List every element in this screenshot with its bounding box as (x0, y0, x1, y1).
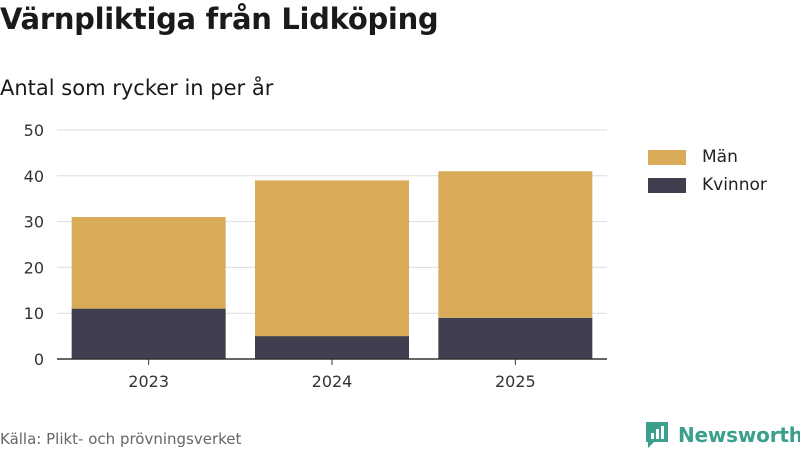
x-axis-ticks: 2023 2024 2025 (57, 358, 607, 391)
legend-swatch-kvinnor (648, 177, 686, 193)
legend-item-kvinnor: Kvinnor (648, 174, 767, 196)
legend: Män Kvinnor (648, 146, 767, 202)
chart-subtitle: Antal som rycker in per år (0, 76, 274, 100)
legend-swatch-man (648, 149, 686, 165)
bar-män-2025 (438, 171, 593, 318)
bar-män-2023 (71, 217, 226, 309)
y-tick-label-50: 50 (24, 121, 44, 140)
brand-logo[interactable]: Newsworthy (644, 420, 800, 450)
y-tick-label-20: 20 (24, 258, 44, 277)
bar-män-2024 (255, 180, 409, 337)
x-tick-label-2024: 2024 (312, 372, 353, 391)
y-tick-label-30: 30 (24, 213, 44, 232)
legend-item-man: Män (648, 146, 767, 168)
legend-label-man: Män (702, 147, 738, 167)
bar-kvinnor-2024 (255, 336, 409, 359)
y-tick-label-10: 10 (24, 304, 44, 323)
x-tick-label-2025: 2025 (495, 372, 536, 391)
y-axis-ticks: 0 10 20 30 40 50 (24, 121, 44, 369)
brand-name: Newsworthy (678, 423, 800, 447)
newsworthy-icon (646, 422, 668, 448)
bar-kvinnor-2023 (71, 308, 226, 359)
legend-label-kvinnor: Kvinnor (702, 175, 767, 195)
source-note: Källa: Plikt- och prövningsverket (0, 430, 242, 448)
y-tick-label-40: 40 (24, 167, 44, 186)
bar-kvinnor-2025 (438, 317, 593, 359)
x-tick-label-2023: 2023 (128, 372, 169, 391)
chart-title: Värnpliktiga från Lidköping (0, 2, 439, 36)
bars (71, 171, 593, 359)
y-tick-label-0: 0 (34, 350, 44, 369)
